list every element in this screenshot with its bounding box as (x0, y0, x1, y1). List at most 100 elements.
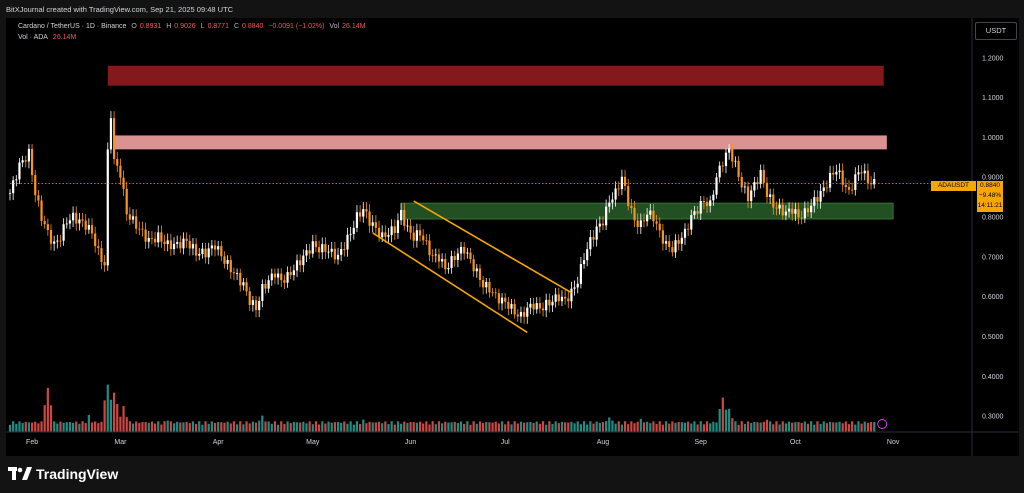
candle-body (586, 249, 589, 261)
volume-bar (844, 421, 847, 432)
volume-bar (510, 424, 513, 432)
candle-body (210, 245, 213, 249)
volume-bar (18, 421, 21, 432)
change-value: −0.0091 (−1.02%) (268, 23, 325, 30)
volume-bar (327, 421, 330, 432)
candle-body (387, 235, 390, 237)
candle-body (491, 292, 494, 294)
candle-body (352, 227, 355, 234)
candle-body (800, 217, 803, 219)
volume-bar (384, 421, 387, 432)
candle-body (393, 226, 396, 233)
volume-bar (261, 415, 264, 432)
candle-body (551, 301, 554, 306)
badge-symbol: ADAUSDT (931, 181, 976, 191)
volume-bar (59, 421, 62, 432)
volume-bar (639, 418, 642, 432)
volume-bar (258, 420, 261, 432)
badge-values: 0.8840 −9.48% 14:11:21 (977, 181, 1003, 212)
candle-body (258, 300, 261, 311)
open-label: O (131, 23, 137, 30)
candle-body (702, 200, 706, 203)
candle-body (825, 187, 829, 189)
volume-bar (441, 423, 444, 432)
candle-body (772, 194, 775, 208)
volume-bar (409, 422, 412, 432)
volume-bar (103, 400, 106, 432)
volume-bar (841, 423, 844, 432)
volume-series-title[interactable]: Vol · ADA (18, 34, 48, 41)
volume-bar (478, 421, 482, 432)
last-price-badge: ADAUSDT 0.8840 −9.48% 14:11:21 (931, 181, 1003, 213)
candle-body (441, 258, 444, 262)
volume-bar (623, 421, 627, 432)
candle-body (295, 260, 299, 271)
volume-bar (239, 421, 242, 432)
low-label: L (200, 23, 205, 30)
volume-bar (500, 421, 504, 432)
candle-body (642, 220, 646, 222)
candle-body (160, 232, 163, 242)
volume-bar (567, 422, 570, 432)
volume-bar (226, 421, 229, 432)
volume-bar (160, 424, 163, 432)
volume-bar (84, 423, 87, 432)
symbol-title[interactable]: Cardano / TetherUS · 1D · Binance (18, 23, 127, 30)
candle-body (816, 197, 819, 202)
volume-legend[interactable]: Vol · ADA 26.14M (18, 34, 79, 41)
volume-bar (523, 422, 526, 432)
price-chart-svg[interactable]: 1.2000 1.1000 1.0000 0.9000 0.8000 0.7000 0.60… (6, 18, 1019, 456)
volume-bar (56, 423, 59, 432)
candle-body (633, 207, 636, 221)
volume-bar (605, 421, 608, 432)
candle-body (526, 307, 529, 317)
candle-body (687, 228, 690, 230)
candle-body (365, 209, 368, 212)
volume-bar (535, 421, 538, 432)
candle-body (62, 224, 65, 241)
volume-bar (529, 421, 532, 432)
candle-body (40, 200, 43, 222)
candle-body (724, 152, 728, 167)
candle-body (333, 248, 336, 260)
volume-bar (185, 421, 188, 432)
volume-bar (507, 421, 510, 432)
volume-bar (731, 418, 734, 432)
volume-bar (78, 423, 81, 432)
volume-bar (772, 424, 775, 432)
volume-bar (387, 424, 390, 432)
volume-bar (49, 405, 53, 432)
volume-bar (292, 421, 295, 432)
candle-body (176, 242, 179, 244)
candle-body (617, 188, 620, 190)
candle-body (169, 240, 172, 250)
volume-bar (153, 423, 157, 432)
candle-body (538, 303, 541, 309)
currency-selector[interactable]: USDT (975, 22, 1017, 40)
chart-area[interactable]: 1.2000 1.1000 1.0000 0.9000 0.8000 0.7000 0.60… (6, 18, 1019, 456)
volume-bar (570, 421, 573, 432)
volume-bar (548, 421, 551, 432)
volume-bar (112, 392, 116, 432)
candle-body (507, 301, 510, 309)
volume-bar (456, 423, 459, 432)
volume-bar (579, 424, 582, 432)
volume-bar (251, 421, 254, 432)
candle-body (135, 216, 138, 229)
candle-body (447, 268, 450, 270)
volume-bar (822, 421, 825, 432)
tradingview-logo[interactable]: TradingView (8, 465, 118, 483)
symbol-legend[interactable]: Cardano / TetherUS · 1D · Binance O 0.893… (18, 23, 368, 30)
candle-body (232, 272, 236, 274)
volume-bar (340, 422, 343, 432)
candle-body (459, 246, 463, 254)
y-tick-label: 1.1000 (982, 95, 1004, 102)
candle-body (371, 222, 374, 226)
candle-body (100, 248, 103, 263)
volume-bar (463, 423, 466, 432)
volume-bar (68, 422, 72, 432)
volume-bar (765, 419, 769, 432)
volume-bar (207, 423, 210, 432)
volume-bar (169, 421, 172, 432)
volume-bar (646, 421, 649, 432)
